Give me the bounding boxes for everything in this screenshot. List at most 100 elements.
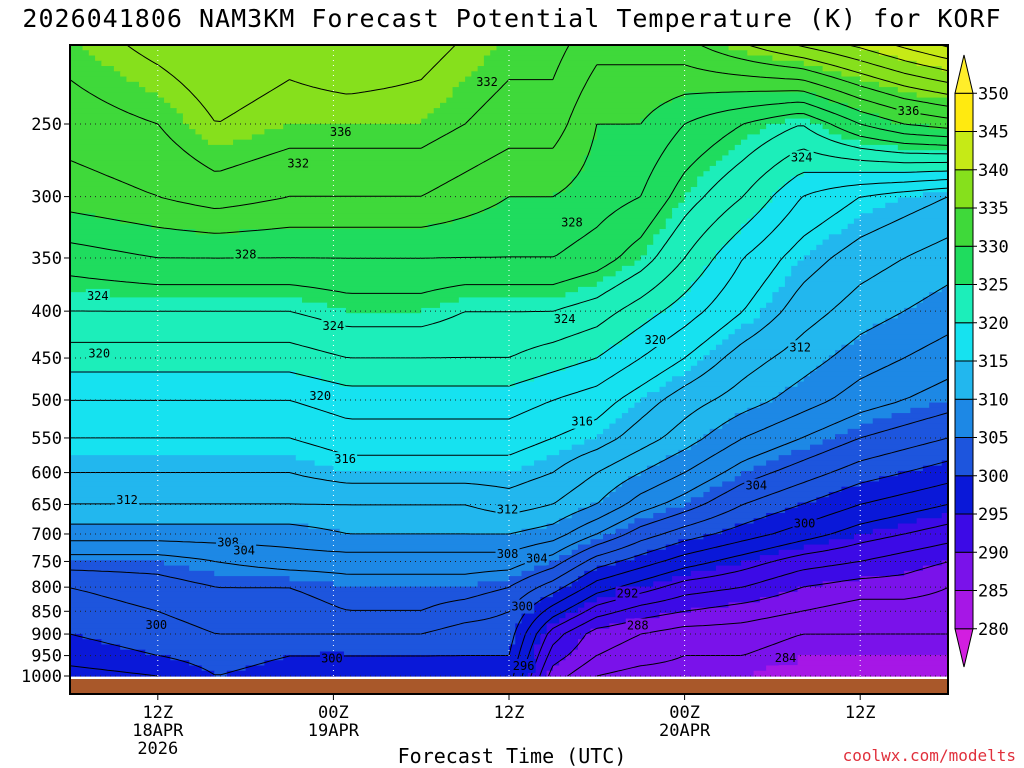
fill-cell bbox=[70, 281, 598, 288]
fill-cell bbox=[70, 365, 567, 372]
fill-cell bbox=[88, 50, 491, 57]
fill-cell bbox=[609, 344, 717, 351]
fill-cell bbox=[709, 349, 836, 356]
x-tick-label: 18APR bbox=[132, 721, 184, 741]
fill-cell bbox=[904, 307, 949, 314]
y-tick-label: 550 bbox=[31, 429, 62, 449]
fill-cell bbox=[646, 465, 755, 472]
fill-cell bbox=[621, 413, 736, 419]
contour-label-text: 328 bbox=[235, 248, 257, 262]
fill-cell bbox=[904, 570, 949, 577]
contour-label-text: 316 bbox=[334, 452, 356, 466]
fill-cell bbox=[822, 239, 949, 246]
fill-cell bbox=[709, 486, 842, 493]
fill-cell bbox=[722, 155, 949, 162]
fill-cell bbox=[816, 244, 949, 251]
fill-cell bbox=[828, 234, 949, 241]
contour-label-text: 300 bbox=[794, 517, 816, 531]
fill-cell bbox=[559, 555, 636, 561]
fill-cell bbox=[509, 576, 579, 582]
fill-cell bbox=[741, 229, 842, 235]
contour-lines bbox=[69, 44, 949, 677]
fill-cell bbox=[471, 71, 842, 78]
fill-cell bbox=[264, 660, 529, 667]
fill-cell bbox=[82, 633, 516, 640]
fill-cell bbox=[697, 176, 792, 183]
fill-cell bbox=[772, 197, 899, 204]
contour-label-bg bbox=[87, 346, 112, 361]
fill-cell bbox=[559, 518, 636, 525]
fill-cell bbox=[715, 250, 811, 256]
fill-cell bbox=[646, 244, 723, 251]
fill-cell bbox=[70, 439, 585, 446]
contour-label-30: 296 bbox=[511, 658, 536, 673]
fill-cell bbox=[70, 628, 516, 635]
fill-cell bbox=[70, 45, 84, 51]
fill-cell bbox=[458, 81, 880, 88]
contour-label-24: 292 bbox=[615, 586, 640, 601]
fill-cell bbox=[70, 670, 215, 677]
fill-cell bbox=[509, 644, 535, 651]
fill-cell bbox=[314, 460, 535, 467]
fill-cell bbox=[665, 381, 799, 388]
contour-label-text: 300 bbox=[511, 600, 533, 614]
fill-cell bbox=[803, 255, 949, 262]
fill-cell bbox=[885, 318, 949, 325]
fill-cell bbox=[70, 612, 523, 619]
fill-cell bbox=[759, 402, 930, 409]
contour-label-text: 320 bbox=[309, 389, 331, 403]
fill-cell bbox=[70, 55, 96, 62]
fill-cell bbox=[421, 118, 642, 125]
contour-label-text: 296 bbox=[513, 659, 535, 673]
fill-cell bbox=[703, 355, 830, 362]
fill-cell bbox=[70, 76, 128, 83]
y-tick-label: 950 bbox=[31, 647, 62, 667]
fill-cell bbox=[70, 97, 165, 104]
fill-cell bbox=[546, 670, 755, 677]
fill-cell bbox=[70, 523, 309, 530]
colorbar-label: 345 bbox=[978, 123, 1009, 143]
fill-cell bbox=[697, 181, 786, 188]
fill-cell bbox=[828, 355, 949, 362]
contour-label-bg bbox=[788, 340, 813, 355]
fill-cell bbox=[759, 555, 949, 561]
fill-cell bbox=[70, 413, 623, 419]
fill-cell bbox=[70, 139, 209, 146]
fill-cell bbox=[772, 55, 899, 62]
y-tick-label: 400 bbox=[31, 302, 62, 322]
fill-cell bbox=[70, 618, 523, 625]
fill-cell bbox=[646, 113, 880, 120]
contour-label-5: 328 bbox=[559, 215, 584, 230]
fill-cell bbox=[759, 307, 905, 314]
fill-cell bbox=[540, 639, 579, 646]
fill-cell bbox=[621, 339, 723, 346]
x-tick-label: 00Z bbox=[318, 703, 349, 723]
fill-cell bbox=[452, 218, 667, 225]
fill-cell bbox=[70, 486, 617, 493]
fill-cell bbox=[70, 150, 592, 157]
fill-cell bbox=[659, 386, 786, 393]
fill-cell bbox=[922, 565, 949, 572]
fill-cell bbox=[690, 444, 811, 451]
fill-cell bbox=[684, 371, 811, 377]
fill-cell bbox=[916, 92, 949, 99]
fill-cell bbox=[734, 413, 893, 419]
y-tick-label: 250 bbox=[31, 115, 62, 135]
fill-cell bbox=[70, 129, 197, 135]
fill-cell bbox=[70, 455, 297, 462]
fill-cell bbox=[778, 186, 949, 193]
fill-cell bbox=[703, 171, 805, 178]
ground-layer bbox=[70, 679, 948, 694]
fill-cell bbox=[659, 460, 767, 467]
fill-cell bbox=[665, 307, 761, 314]
fill-cell bbox=[803, 376, 949, 383]
fill-cell bbox=[496, 202, 679, 209]
contour-label-4: 324 bbox=[789, 150, 814, 165]
fill-cell bbox=[728, 150, 949, 157]
fill-cell bbox=[634, 518, 755, 525]
fill-cell bbox=[885, 202, 949, 209]
contour-label-21: 304 bbox=[232, 543, 257, 558]
fill-cell bbox=[546, 523, 629, 530]
contour-label-6: 328 bbox=[233, 248, 258, 262]
fill-cell bbox=[584, 633, 949, 640]
